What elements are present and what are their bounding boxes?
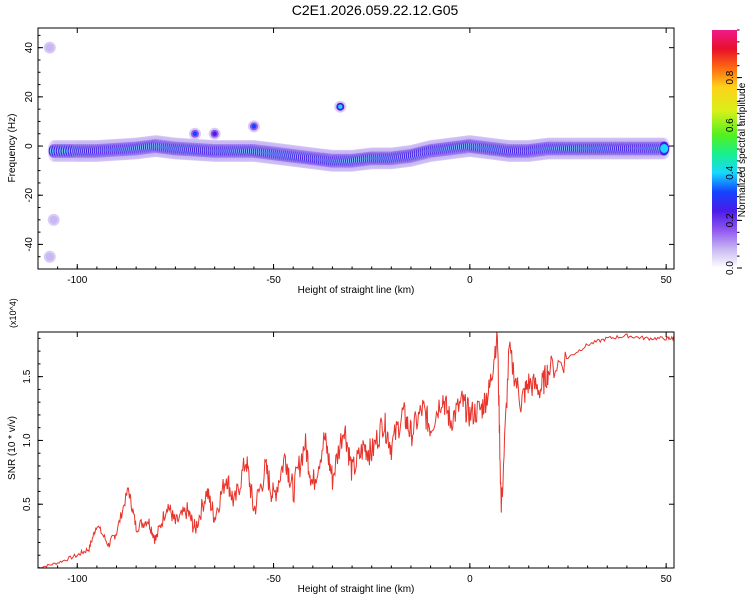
blob-core [212, 131, 217, 136]
colorbar-label: Normalized spectral amplitude [737, 82, 748, 217]
colorbar-tick-label: 0.8 [725, 70, 736, 84]
y-tick-label: 20 [24, 91, 35, 103]
colorbar-tick-label: 0.6 [725, 118, 736, 132]
spectral-blob [43, 250, 56, 263]
spectral-blob [247, 120, 260, 133]
blob-core [47, 45, 52, 50]
x-tick-label: 50 [661, 275, 673, 286]
spectral-blob [208, 127, 221, 140]
blob-core [51, 217, 56, 223]
x-tick-label: -100 [67, 275, 87, 286]
ridge-core [661, 146, 668, 151]
spectral-blob [334, 100, 347, 113]
y-tick-label: 0.5 [22, 497, 33, 511]
y-tick-label: 1.5 [22, 369, 33, 383]
spectrogram-axes: -100 -50 0 50 -40 -20 0 20 40 [24, 28, 674, 286]
spectrogram-panel: -100 -50 0 50 -40 -20 0 20 40 Height of straight… [7, 27, 675, 296]
spectrogram-ylabel: Frequency (Hz) [7, 114, 18, 183]
blob-core [338, 104, 343, 109]
snr-frame [37, 331, 675, 569]
snr-ylabel: SNR (10 * v/v) [7, 416, 18, 480]
snr-panel: -100 -50 0 50 0.5 1.0 1.5 Height of straight l… [7, 298, 675, 595]
snr-xlabel: Height of straight line (km) [298, 584, 415, 595]
spectral-blob [47, 213, 60, 226]
spectrogram-marks [43, 41, 671, 263]
colorbar-tick-label: 0.4 [725, 165, 736, 179]
x-tick-label: -50 [266, 574, 281, 585]
blob-core [47, 254, 52, 259]
x-tick-label: -50 [266, 275, 281, 286]
snr-marks [38, 332, 674, 568]
spectral-blob [189, 127, 202, 140]
snr-multiplier: (x10^4) [8, 298, 18, 328]
y-tick-label: 0 [24, 143, 35, 149]
spectral-blob [43, 41, 56, 54]
colorbar-tick-label: 0.0 [725, 261, 736, 275]
colorbar-gradient [712, 30, 737, 268]
x-tick-label: 50 [661, 574, 673, 585]
spectrogram-xlabel: Height of straight line (km) [298, 285, 415, 296]
ridge-cell [658, 137, 671, 160]
chart-title: C2E1.2026.059.22.12.G05 [291, 2, 459, 18]
y-tick-label: -40 [24, 237, 35, 252]
blob-core [192, 131, 198, 136]
x-tick-label: 0 [467, 275, 473, 286]
colorbar-tick-label: 0.2 [725, 213, 736, 227]
spectrogram-frame [37, 27, 675, 270]
snr-series-line [38, 332, 674, 568]
colorbar-axes: 0.0 0.2 0.4 0.6 0.8 [725, 29, 742, 275]
x-tick-label: -100 [67, 574, 87, 585]
snr-axes: -100 -50 0 50 0.5 1.0 1.5 [22, 332, 674, 585]
y-tick-label: 1.0 [22, 433, 33, 447]
y-tick-label: -20 [24, 188, 35, 203]
y-tick-label: 40 [24, 42, 35, 54]
x-tick-label: 0 [467, 574, 473, 585]
colorbar: 0.0 0.2 0.4 0.6 0.8 Normalized spectral ampl… [712, 29, 748, 275]
blob-core [251, 124, 257, 129]
